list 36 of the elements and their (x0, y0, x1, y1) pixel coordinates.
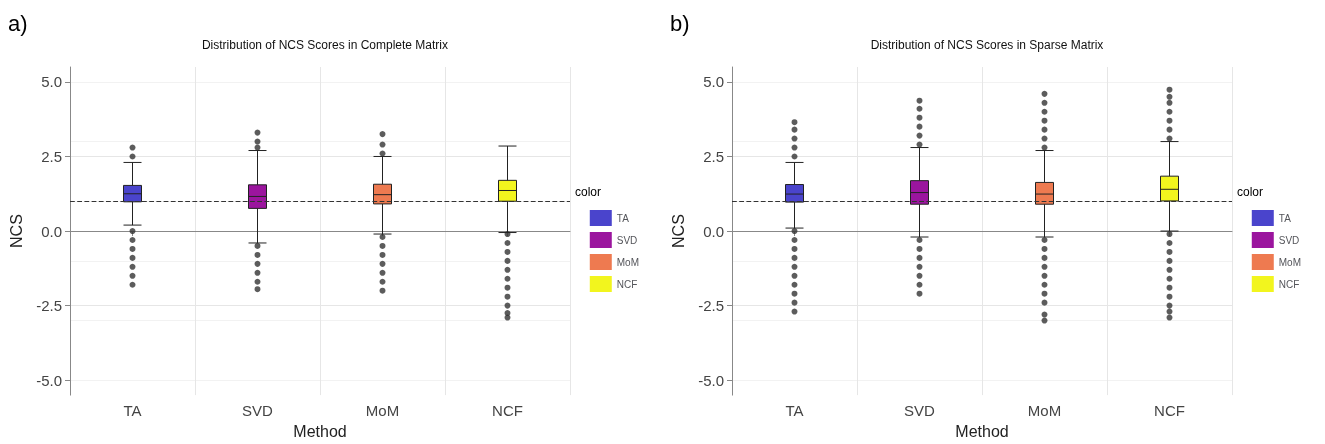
y-axis-title: NCS (669, 214, 687, 248)
x-axis-title: Method (293, 422, 347, 440)
x-tick-label: SVD (904, 402, 936, 420)
y-axis-title: NCS (7, 214, 25, 248)
legend-label: SVD (616, 234, 638, 246)
legend-label: SVD (1278, 234, 1300, 246)
legend-label: NCF (616, 278, 638, 290)
text: b) (670, 10, 690, 36)
y-tick-label: 5.0 (41, 73, 62, 91)
x-tick-label: MoM (365, 402, 400, 420)
y-tick-label: 2.5 (41, 147, 62, 165)
legend-label: TA (1278, 212, 1292, 224)
y-tick-label: 5.0 (703, 73, 724, 91)
y-tick-label: -5.0 (36, 371, 62, 389)
y-tick-label: -2.5 (698, 297, 724, 315)
legend-title: color (575, 185, 602, 199)
x-tick-label: NCF (492, 402, 523, 420)
chart-title: Distribution of NCS Scores in Complete Matrix (201, 38, 449, 52)
x-tick-label: SVD (242, 402, 274, 420)
y-tick-label: 0.0 (703, 222, 724, 240)
y-tick-label: -2.5 (36, 297, 62, 315)
legend-label: MoM (1278, 256, 1302, 268)
x-tick-label: TA (123, 402, 142, 420)
legend-label: NCF (1278, 278, 1300, 290)
x-axis-title: Method (955, 422, 1009, 440)
y-tick-label: 0.0 (41, 222, 62, 240)
x-tick-label: NCF (1154, 402, 1185, 420)
y-tick-label: 2.5 (703, 147, 724, 165)
legend-label: MoM (616, 256, 640, 268)
text: a) (8, 10, 28, 36)
legend-title: color (1237, 185, 1264, 199)
y-tick-label: -5.0 (698, 371, 724, 389)
legend-label: TA (616, 212, 630, 224)
chart-title: Distribution of NCS Scores in Sparse Matrix (870, 38, 1104, 52)
x-tick-label: MoM (1027, 402, 1062, 420)
x-tick-label: TA (785, 402, 804, 420)
